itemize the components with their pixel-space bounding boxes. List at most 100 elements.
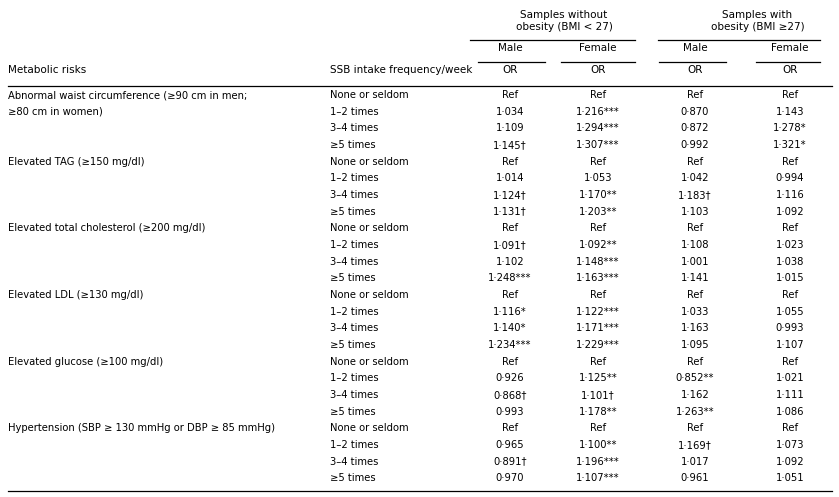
Text: SSB intake frequency/week: SSB intake frequency/week xyxy=(330,65,472,75)
Text: 1–2 times: 1–2 times xyxy=(330,240,378,250)
Text: 1·091†: 1·091† xyxy=(493,240,527,250)
Text: 1·196***: 1·196*** xyxy=(576,457,620,467)
Text: ≥5 times: ≥5 times xyxy=(330,407,376,416)
Text: 1·131†: 1·131† xyxy=(493,207,527,217)
Text: 1·248***: 1·248*** xyxy=(488,273,532,283)
Text: 3–4 times: 3–4 times xyxy=(330,457,378,467)
Text: 1–2 times: 1–2 times xyxy=(330,373,378,383)
Text: 3–4 times: 3–4 times xyxy=(330,256,378,267)
Text: 1·294***: 1·294*** xyxy=(576,123,620,133)
Text: 1·107: 1·107 xyxy=(776,340,805,350)
Text: 0·993: 0·993 xyxy=(776,324,805,333)
Text: Male: Male xyxy=(498,43,523,53)
Text: 1·163***: 1·163*** xyxy=(576,273,620,283)
Text: ≥80 cm in women): ≥80 cm in women) xyxy=(8,107,102,117)
Text: 1–2 times: 1–2 times xyxy=(330,307,378,317)
Text: 3–4 times: 3–4 times xyxy=(330,324,378,333)
Text: 1·073: 1·073 xyxy=(776,440,805,450)
Text: Ref: Ref xyxy=(687,290,703,300)
Text: 1·163: 1·163 xyxy=(680,324,709,333)
Text: Ref: Ref xyxy=(782,423,798,433)
Text: 1·234***: 1·234*** xyxy=(488,340,532,350)
Text: 1·183†: 1·183† xyxy=(678,190,711,200)
Text: 1·108: 1·108 xyxy=(680,240,709,250)
Text: Ref: Ref xyxy=(687,157,703,166)
Text: None or seldom: None or seldom xyxy=(330,90,409,100)
Text: OR: OR xyxy=(591,65,606,75)
Text: Ref: Ref xyxy=(502,90,518,100)
Text: Samples without
obesity (BMI < 27): Samples without obesity (BMI < 27) xyxy=(515,10,612,32)
Text: 0·868†: 0·868† xyxy=(493,390,527,400)
Text: 1·092**: 1·092** xyxy=(579,240,618,250)
Text: 1·116: 1·116 xyxy=(775,190,805,200)
Text: 3–4 times: 3–4 times xyxy=(330,123,378,133)
Text: 1·015: 1·015 xyxy=(776,273,805,283)
Text: 3–4 times: 3–4 times xyxy=(330,390,378,400)
Text: 1·140*: 1·140* xyxy=(493,324,527,333)
Text: 1·100**: 1·100** xyxy=(579,440,618,450)
Text: 1·101†: 1·101† xyxy=(581,390,615,400)
Text: 1·051: 1·051 xyxy=(776,473,805,484)
Text: 1·042: 1·042 xyxy=(680,173,709,183)
Text: Elevated TAG (≥150 mg/dl): Elevated TAG (≥150 mg/dl) xyxy=(8,157,144,166)
Text: 1·178**: 1·178** xyxy=(579,407,618,416)
Text: 1·053: 1·053 xyxy=(584,173,612,183)
Text: Samples with
obesity (BMI ≥27): Samples with obesity (BMI ≥27) xyxy=(711,10,805,32)
Text: 0·993: 0·993 xyxy=(496,407,524,416)
Text: Ref: Ref xyxy=(590,223,606,233)
Text: ≥5 times: ≥5 times xyxy=(330,473,376,484)
Text: 1·122***: 1·122*** xyxy=(576,307,620,317)
Text: 1·023: 1·023 xyxy=(776,240,805,250)
Text: 1·203**: 1·203** xyxy=(579,207,618,217)
Text: 0·852**: 0·852** xyxy=(675,373,714,383)
Text: 1·014: 1·014 xyxy=(496,173,524,183)
Text: 1·171***: 1·171*** xyxy=(576,324,620,333)
Text: 1·143: 1·143 xyxy=(776,107,805,117)
Text: Ref: Ref xyxy=(502,357,518,367)
Text: Ref: Ref xyxy=(782,157,798,166)
Text: 1·017: 1·017 xyxy=(680,457,709,467)
Text: 1·086: 1·086 xyxy=(776,407,805,416)
Text: 0·891†: 0·891† xyxy=(493,457,527,467)
Text: 1·055: 1·055 xyxy=(776,307,805,317)
Text: Ref: Ref xyxy=(502,157,518,166)
Text: 1·169†: 1·169† xyxy=(678,440,712,450)
Text: Ref: Ref xyxy=(590,157,606,166)
Text: 1·229***: 1·229*** xyxy=(576,340,620,350)
Text: 1·278*: 1·278* xyxy=(774,123,807,133)
Text: 3–4 times: 3–4 times xyxy=(330,190,378,200)
Text: 1·170**: 1·170** xyxy=(579,190,618,200)
Text: 1·102: 1·102 xyxy=(496,256,524,267)
Text: None or seldom: None or seldom xyxy=(330,290,409,300)
Text: 1·216***: 1·216*** xyxy=(576,107,620,117)
Text: 0·970: 0·970 xyxy=(496,473,524,484)
Text: 0·994: 0·994 xyxy=(776,173,805,183)
Text: Elevated glucose (≥100 mg/dl): Elevated glucose (≥100 mg/dl) xyxy=(8,357,163,367)
Text: OR: OR xyxy=(687,65,703,75)
Text: ≥5 times: ≥5 times xyxy=(330,340,376,350)
Text: Ref: Ref xyxy=(782,290,798,300)
Text: 1·103: 1·103 xyxy=(680,207,709,217)
Text: None or seldom: None or seldom xyxy=(330,423,409,433)
Text: 1·033: 1·033 xyxy=(680,307,709,317)
Text: Ref: Ref xyxy=(590,290,606,300)
Text: 1·307***: 1·307*** xyxy=(576,140,620,150)
Text: 1·125**: 1·125** xyxy=(579,373,618,383)
Text: 1·263**: 1·263** xyxy=(675,407,714,416)
Text: 0·992: 0·992 xyxy=(680,140,709,150)
Text: Ref: Ref xyxy=(590,357,606,367)
Text: 1·141: 1·141 xyxy=(680,273,709,283)
Text: 1–2 times: 1–2 times xyxy=(330,440,378,450)
Text: None or seldom: None or seldom xyxy=(330,357,409,367)
Text: Ref: Ref xyxy=(782,223,798,233)
Text: Metabolic risks: Metabolic risks xyxy=(8,65,86,75)
Text: Elevated total cholesterol (≥200 mg/dl): Elevated total cholesterol (≥200 mg/dl) xyxy=(8,223,206,233)
Text: Ref: Ref xyxy=(782,357,798,367)
Text: 0·961: 0·961 xyxy=(680,473,709,484)
Text: 1–2 times: 1–2 times xyxy=(330,107,378,117)
Text: 0·870: 0·870 xyxy=(680,107,709,117)
Text: Elevated LDL (≥130 mg/dl): Elevated LDL (≥130 mg/dl) xyxy=(8,290,143,300)
Text: Female: Female xyxy=(579,43,617,53)
Text: Ref: Ref xyxy=(687,223,703,233)
Text: Ref: Ref xyxy=(590,423,606,433)
